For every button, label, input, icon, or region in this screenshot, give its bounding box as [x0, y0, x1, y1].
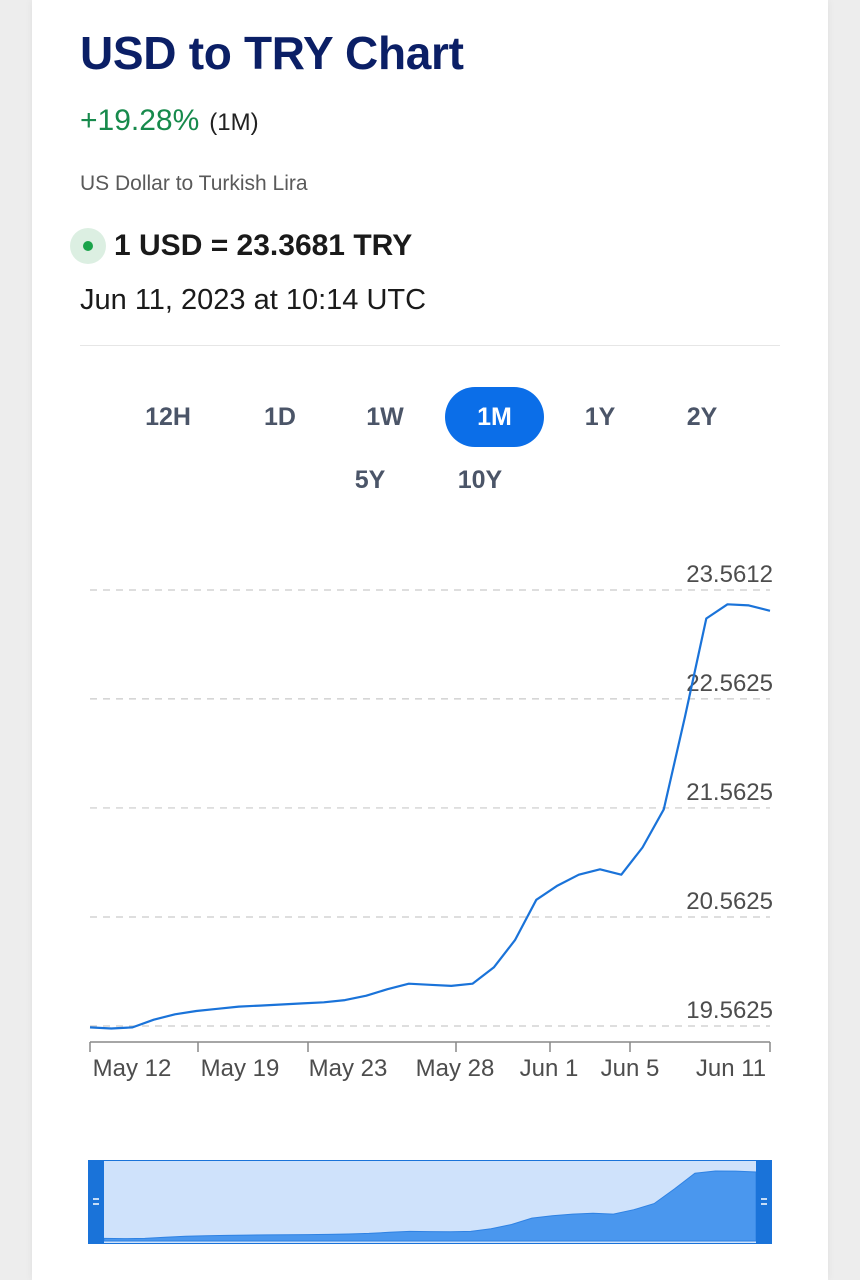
range-button-1w[interactable]: 1W: [366, 403, 404, 431]
range-navigator[interactable]: [88, 1160, 772, 1244]
x-tick-label: Jun 5: [601, 1055, 660, 1082]
range-button-1d[interactable]: 1D: [264, 403, 296, 431]
y-tick-label: 20.5625: [686, 888, 773, 915]
rate-row: 1 USD = 23.3681 TRY: [70, 228, 412, 264]
y-tick-label: 22.5625: [686, 670, 773, 697]
page-title: USD to TRY Chart: [80, 27, 464, 79]
x-tick-label: Jun 11: [696, 1055, 766, 1082]
x-tick-label: May 23: [309, 1055, 388, 1082]
price-line: [89, 603, 771, 1030]
rate-timestamp: Jun 11, 2023 at 10:14 UTC: [80, 284, 427, 316]
divider: [80, 345, 780, 346]
chart-card: [32, 0, 828, 1280]
x-tick-label: May 12: [93, 1055, 172, 1082]
change-summary: +19.28% (1M): [80, 104, 259, 138]
range-button-12h[interactable]: 12H: [145, 403, 191, 431]
navigator-handle-left[interactable]: [88, 1160, 104, 1244]
range-button-1m[interactable]: 1M: [445, 387, 544, 447]
y-tick-label: 19.5625: [686, 997, 773, 1024]
x-tick-label: May 19: [201, 1055, 280, 1082]
change-period: (1M): [209, 109, 259, 136]
x-tick-label: Jun 1: [520, 1055, 579, 1082]
range-button-5y[interactable]: 5Y: [354, 466, 386, 494]
range-button-10y[interactable]: 10Y: [457, 466, 503, 494]
percent-change: +19.28%: [80, 104, 200, 137]
exchange-rate-chart: 19.5625 20.5625 21.5625 22.5625 23.5612 May 1…: [89, 561, 773, 1082]
navigator-area: [103, 1170, 757, 1242]
x-tick-label: May 28: [416, 1055, 495, 1082]
currency-pair-name: US Dollar to Turkish Lira: [80, 172, 308, 195]
y-tick-label: 23.5612: [686, 561, 773, 588]
live-status-icon: [70, 228, 106, 264]
navigator-handle-right[interactable]: [756, 1160, 772, 1244]
y-tick-label: 21.5625: [686, 779, 773, 806]
range-button-1y[interactable]: 1Y: [584, 403, 616, 431]
exchange-rate: 1 USD = 23.3681 TRY: [114, 229, 413, 262]
range-button-2y[interactable]: 2Y: [686, 403, 718, 431]
